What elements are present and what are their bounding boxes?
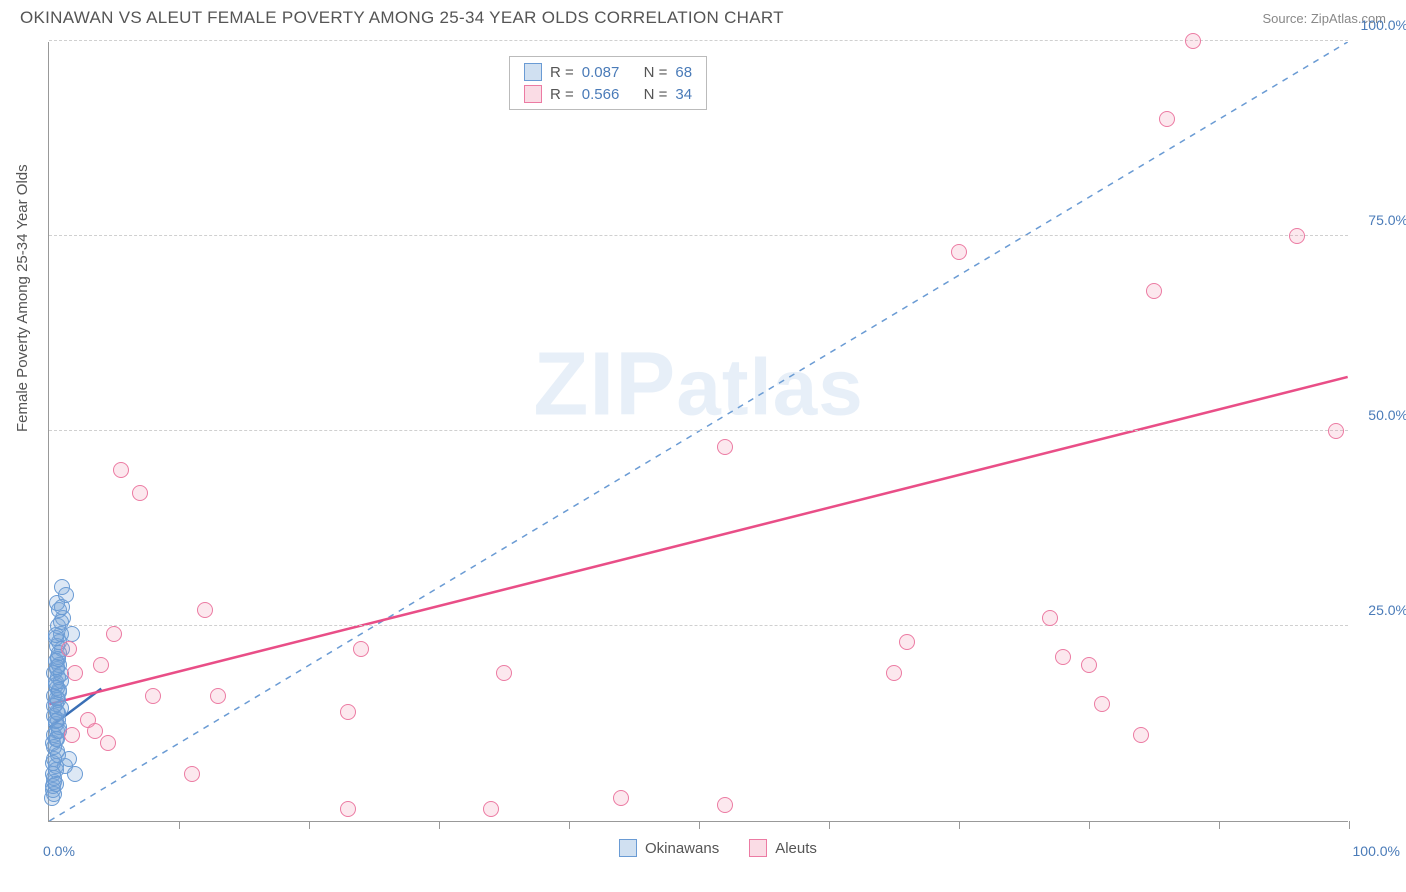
data-point [93, 657, 109, 673]
data-point [340, 801, 356, 817]
x-tick [829, 821, 830, 829]
n-label: N = [644, 64, 668, 81]
data-point [64, 727, 80, 743]
n-label: N = [644, 86, 668, 103]
data-point [210, 688, 226, 704]
data-point [1289, 228, 1305, 244]
data-point [145, 688, 161, 704]
x-tick [1349, 821, 1350, 829]
x-tick [1219, 821, 1220, 829]
r-value: 0.566 [582, 86, 620, 103]
data-point [1055, 649, 1071, 665]
data-point [613, 790, 629, 806]
data-point [132, 485, 148, 501]
stats-legend: R = 0.087 N = 68 R = 0.566 N = 34 [509, 56, 707, 110]
data-point [197, 602, 213, 618]
legend-swatch [524, 63, 542, 81]
legend-item: Aleuts [749, 839, 817, 857]
x-axis-min-label: 0.0% [43, 843, 75, 859]
data-point [1146, 283, 1162, 299]
x-axis-max-label: 100.0% [1353, 843, 1400, 859]
data-point [717, 797, 733, 813]
chart-container: Female Poverty Among 25-34 Year Olds ZIP… [0, 32, 1406, 882]
r-label: R = [550, 64, 574, 81]
data-point [106, 626, 122, 642]
watermark: ZIPatlas [533, 333, 863, 436]
data-point [1133, 727, 1149, 743]
legend-item: Okinawans [619, 839, 719, 857]
x-tick [1089, 821, 1090, 829]
trend-line [49, 377, 1347, 704]
data-point [67, 665, 83, 681]
data-point [61, 641, 77, 657]
data-point [340, 704, 356, 720]
gridline [49, 235, 1348, 236]
data-point [1094, 696, 1110, 712]
data-point [48, 776, 64, 792]
y-tick-label: 50.0% [1353, 407, 1406, 423]
data-point [67, 766, 83, 782]
x-tick [959, 821, 960, 829]
data-point [1042, 610, 1058, 626]
r-value: 0.087 [582, 64, 620, 81]
data-point [100, 735, 116, 751]
data-point [1185, 33, 1201, 49]
data-point [496, 665, 512, 681]
y-tick-label: 100.0% [1353, 17, 1406, 33]
data-point [951, 244, 967, 260]
data-point [64, 626, 80, 642]
watermark-atlas: atlas [676, 342, 863, 431]
r-label: R = [550, 86, 574, 103]
legend-swatch [619, 839, 637, 857]
gridline [49, 430, 1348, 431]
data-point [1328, 423, 1344, 439]
legend-label: Aleuts [775, 840, 817, 857]
chart-title: OKINAWAN VS ALEUT FEMALE POVERTY AMONG 2… [20, 8, 784, 28]
stats-row: R = 0.566 N = 34 [524, 85, 692, 103]
gridline [49, 625, 1348, 626]
data-point [1159, 111, 1175, 127]
x-tick [569, 821, 570, 829]
y-tick-label: 25.0% [1353, 602, 1406, 618]
watermark-zip: ZIP [533, 334, 676, 434]
data-point [483, 801, 499, 817]
diagonal-reference-line [49, 42, 1348, 821]
gridline [49, 40, 1348, 41]
data-point [58, 587, 74, 603]
legend-swatch [749, 839, 767, 857]
n-value: 68 [675, 64, 692, 81]
legend-swatch [524, 85, 542, 103]
data-point [886, 665, 902, 681]
data-point [899, 634, 915, 650]
x-tick [179, 821, 180, 829]
data-point [1081, 657, 1097, 673]
stats-row: R = 0.087 N = 68 [524, 63, 692, 81]
x-tick [699, 821, 700, 829]
y-axis-label: Female Poverty Among 25-34 Year Olds [14, 164, 31, 432]
x-tick [439, 821, 440, 829]
series-legend: Okinawans Aleuts [619, 839, 817, 857]
data-point [87, 723, 103, 739]
data-point [184, 766, 200, 782]
data-point [717, 439, 733, 455]
x-tick [309, 821, 310, 829]
y-tick-label: 75.0% [1353, 212, 1406, 228]
data-point [53, 614, 69, 630]
plot-area: ZIPatlas R = 0.087 N = 68 R = 0.566 N = … [48, 42, 1348, 822]
data-point [353, 641, 369, 657]
legend-label: Okinawans [645, 840, 719, 857]
data-point [113, 462, 129, 478]
n-value: 34 [675, 86, 692, 103]
